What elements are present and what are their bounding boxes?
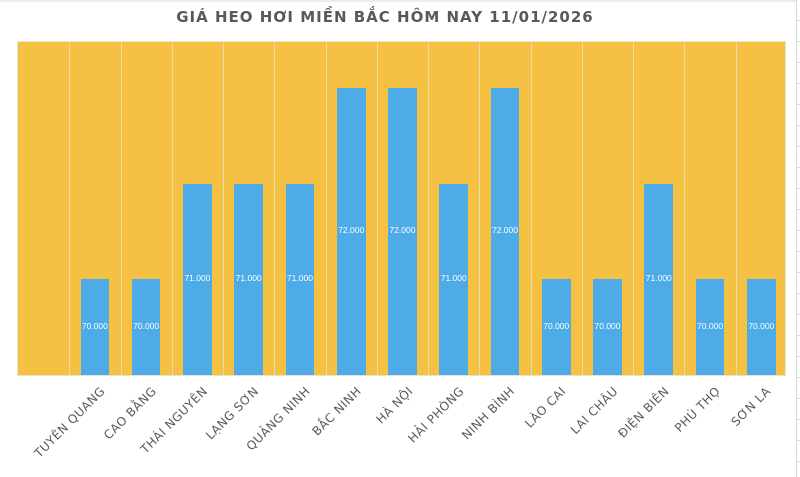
category-slot: 70.000: [684, 42, 735, 375]
x-axis-label: SƠN LA: [728, 384, 774, 429]
category-slot: 71.000: [274, 42, 325, 375]
plot-area: 70.000 70.000 71.000 71.000 71.000 72.000 72.0…: [17, 41, 786, 376]
category-slot: 71.000: [428, 42, 479, 375]
x-axis-label: BẮC NINH: [309, 384, 365, 439]
bar[interactable]: 71.000: [644, 183, 674, 375]
data-label: 70.000: [133, 321, 160, 332]
category-slot: 70.000: [735, 42, 787, 375]
data-label: 70.000: [543, 321, 570, 332]
category-slot: 70.000: [581, 42, 633, 375]
bar[interactable]: 71.000: [183, 183, 212, 375]
category-slot: 72.000: [376, 42, 428, 375]
x-axis-labels: TUYÊN QUANG CAO BẰNG THÁI NGUYÊN LẠNG SƠN QU…: [17, 380, 786, 477]
bar[interactable]: 71.000: [439, 183, 469, 375]
bar[interactable]: 70.000: [593, 279, 622, 375]
bar[interactable]: 70.000: [80, 279, 110, 375]
category-slot: 71.000: [223, 42, 274, 375]
spreadsheet-gridlines: [796, 0, 800, 477]
category-slot: 70.000: [69, 42, 120, 375]
data-label: 71.000: [235, 273, 262, 284]
chart-title: GIÁ HEO HƠI MIỀN BẮC HÔM NAY 11/01/2026: [176, 8, 594, 26]
bar[interactable]: 71.000: [234, 183, 264, 375]
x-axis-label: LÀO CAI: [522, 384, 570, 431]
x-axis-label: TUYÊN QUANG: [31, 384, 108, 461]
bar[interactable]: 71.000: [285, 183, 315, 375]
data-label: 71.000: [645, 273, 672, 284]
category-slot: 70.000: [120, 42, 172, 375]
data-label: 72.000: [491, 225, 518, 236]
x-axis-label: HÀ NỘI: [372, 384, 416, 427]
data-label: 72.000: [338, 225, 365, 236]
bar[interactable]: 72.000: [336, 87, 366, 375]
x-axis-label: LAI CHÂU: [567, 384, 621, 437]
data-label: 71.000: [184, 273, 211, 284]
category-slot: 71.000: [633, 42, 684, 375]
x-axis-label: PHÚ THỌ: [672, 384, 724, 436]
data-label: 71.000: [440, 273, 467, 284]
bar[interactable]: 72.000: [490, 87, 520, 375]
data-label: 72.000: [389, 225, 416, 236]
category-slot: [18, 42, 69, 375]
x-axis-label: ĐIỆN BIÊN: [615, 384, 672, 441]
data-label: 70.000: [81, 321, 108, 332]
data-label: 70.000: [594, 321, 621, 332]
data-label: 71.000: [286, 273, 313, 284]
data-label: 70.000: [748, 321, 775, 332]
category-slot: 72.000: [325, 42, 377, 375]
bar[interactable]: 70.000: [695, 279, 725, 375]
category-slot: 71.000: [171, 42, 223, 375]
category-slot: 72.000: [479, 42, 530, 375]
bar[interactable]: 70.000: [541, 279, 571, 375]
category-slot: 70.000: [530, 42, 582, 375]
data-label: 70.000: [697, 321, 724, 332]
bar[interactable]: 70.000: [746, 279, 776, 375]
bar[interactable]: 70.000: [131, 279, 161, 375]
top-border: [0, 0, 800, 2]
bar[interactable]: 72.000: [388, 87, 417, 375]
x-axis-label: NINH BÌNH: [459, 384, 518, 443]
